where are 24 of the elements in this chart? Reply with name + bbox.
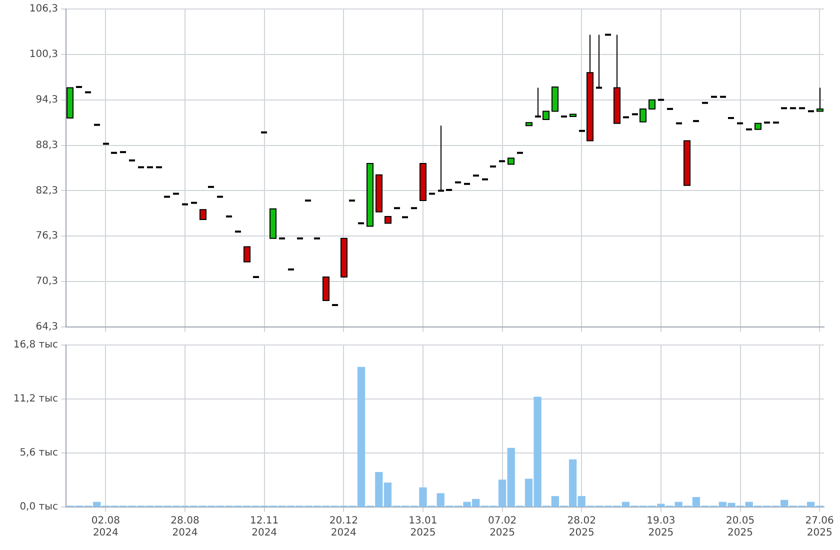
x-tick-label: 02.08 2024 <box>91 516 120 539</box>
y-tick-label: 16,8 тыс <box>13 340 58 351</box>
y-tick-label: 106,3 <box>29 4 58 15</box>
x-tick-label: 13.01 2025 <box>408 516 438 539</box>
candlestick <box>438 126 444 192</box>
x-tick-label: 28.08 2024 <box>170 516 200 539</box>
y-tick-label: 94,3 <box>36 94 58 106</box>
x-tick-label: 27.06 2025 <box>805 516 834 539</box>
x-tick-label: 20.05 2025 <box>726 516 755 539</box>
y-tick-label: 11,2 тыс <box>13 394 58 405</box>
x-tick-label: 20.12 2024 <box>329 516 358 539</box>
candlestick <box>596 34 602 89</box>
y-tick-label: 82,3 <box>36 185 58 196</box>
y-tick-label: 64,3 <box>36 322 58 333</box>
x-tick-label: 19.03 2025 <box>646 516 676 539</box>
x-tick-label: 28.02 2025 <box>567 516 596 539</box>
y-tick-label: 70,3 <box>36 276 58 288</box>
y-tick-label: 76,3 <box>36 230 58 242</box>
y-tick-label: 88,3 <box>36 140 58 151</box>
x-tick-label: 12.11 2024 <box>250 516 279 539</box>
y-tick-label: 100,3 <box>29 49 58 60</box>
y-tick-label: 5,6 тыс <box>20 448 58 459</box>
x-tick-label: 07.02 2025 <box>488 516 517 539</box>
y-tick-label: 0,0 тыс <box>20 502 58 513</box>
